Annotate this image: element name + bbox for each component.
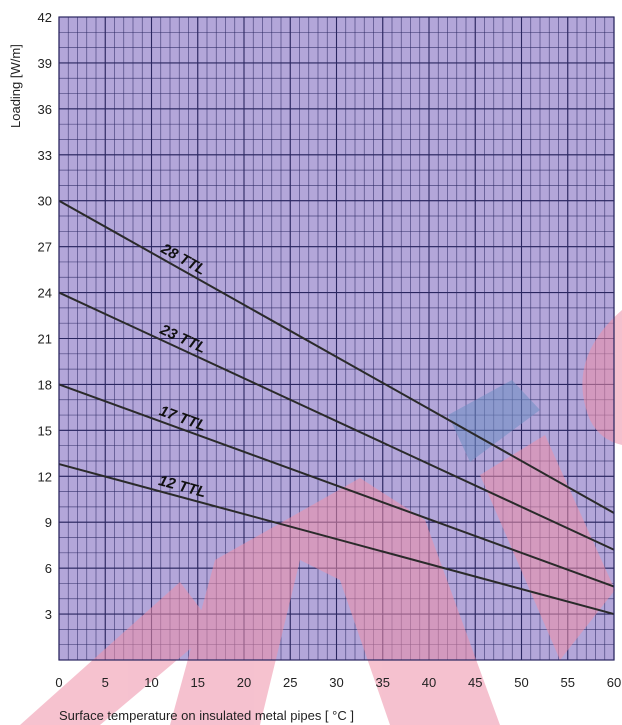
y-tick-label: 27 [38,240,52,255]
y-tick-label: 24 [38,286,52,301]
series-line [58,199,615,514]
y-tick-label: 42 [38,10,52,25]
x-axis-title: Surface temperature on insulated metal p… [59,708,354,723]
x-tick-label: 5 [102,675,109,690]
watermark-shape-right [480,435,615,660]
x-tick-label: 40 [422,675,436,690]
watermark-shape-left [20,582,215,725]
x-tick-label: 15 [191,675,205,690]
x-tick-label: 20 [237,675,251,690]
series-line [58,383,615,588]
x-tick-label: 45 [468,675,482,690]
y-tick-label: 9 [45,515,52,530]
y-tick-label: 21 [38,332,52,347]
y-tick-label: 15 [38,423,52,438]
watermark-logo [20,310,622,725]
plot-border [58,16,615,661]
y-tick-label: 18 [38,377,52,392]
x-tick-label: 60 [607,675,621,690]
series-line [58,463,615,616]
watermark-shape-arc [582,310,622,445]
x-tick-label: 55 [561,675,575,690]
y-tick-label: 39 [38,56,52,71]
series-lines [58,199,615,616]
y-tick-label: 12 [38,469,52,484]
y-tick-label: 36 [38,102,52,117]
series-line [58,291,615,551]
y-tick-label: 30 [38,194,52,209]
watermark-shape-d [170,478,500,725]
x-tick-label: 25 [283,675,297,690]
x-tick-label: 50 [514,675,528,690]
x-axis-ticks: 0 5 10 15 20 25 30 35 40 45 50 55 60 [55,675,621,690]
x-tick-label: 10 [144,675,158,690]
x-tick-label: 35 [376,675,390,690]
y-tick-label: 3 [45,607,52,622]
y-axis-title: Loading [W/m] [8,44,23,128]
y-tick-label: 6 [45,561,52,576]
x-tick-label: 0 [55,675,62,690]
y-tick-label: 33 [38,148,52,163]
x-tick-label: 30 [329,675,343,690]
watermark-shape-blue [448,380,540,462]
